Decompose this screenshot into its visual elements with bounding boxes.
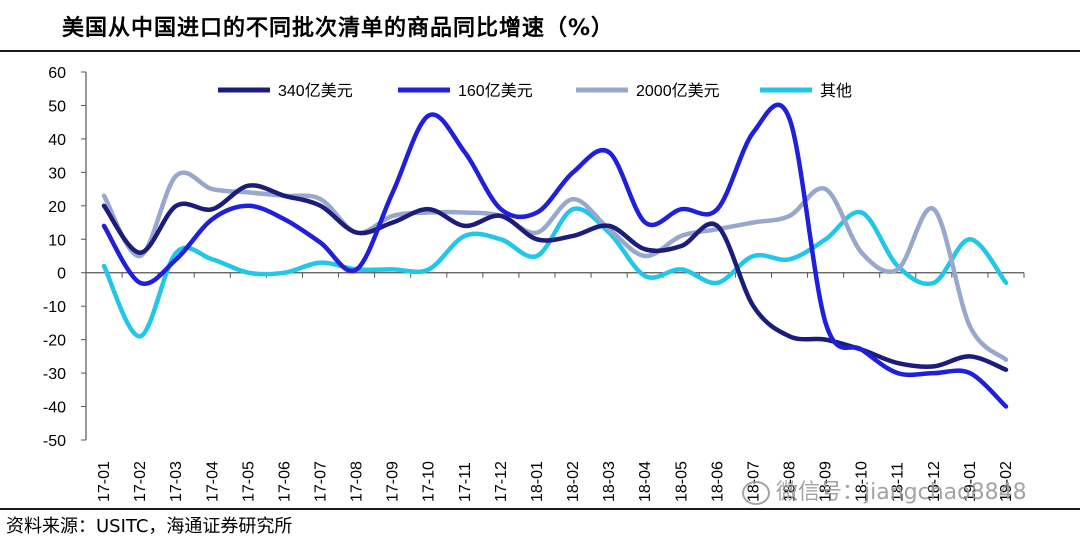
x-tick-label: 18-10 bbox=[854, 461, 871, 502]
x-tick-label: 18-11 bbox=[890, 462, 907, 502]
x-tick-label: 17-06 bbox=[276, 461, 293, 502]
y-tick-label: 40 bbox=[48, 132, 66, 149]
x-tick-label: 18-09 bbox=[818, 461, 835, 502]
legend-label: 其他 bbox=[820, 82, 852, 100]
x-tick-label: 17-11 bbox=[457, 462, 474, 502]
line-chart: -50 -40 -30 -20 -10 0 10 20 30 40 50 60 17-01 17-02 17… bbox=[43, 65, 1025, 502]
legend-label: 160亿美元 bbox=[458, 82, 533, 100]
x-tick-label: 17-05 bbox=[240, 461, 257, 502]
y-tick-label: -40 bbox=[43, 400, 66, 417]
y-tick-label: 60 bbox=[48, 65, 66, 82]
chart-title: 美国从中国进口的不同批次清单的商品同比增速（%） bbox=[62, 16, 615, 41]
x-tick-label: 18-04 bbox=[637, 461, 654, 502]
x-tick-label: 17-10 bbox=[421, 461, 438, 502]
y-tick-label: -30 bbox=[43, 366, 66, 383]
y-tick-label: 30 bbox=[48, 165, 66, 182]
x-tick-label: 17-12 bbox=[493, 461, 510, 502]
x-tick-label: 17-08 bbox=[349, 461, 366, 502]
chart-series bbox=[101, 102, 1009, 409]
wechat-icon bbox=[742, 481, 770, 505]
x-tick-label: 18-08 bbox=[782, 461, 799, 502]
y-tick-label: 0 bbox=[57, 266, 66, 283]
x-tick-label: 17-07 bbox=[313, 461, 330, 502]
y-tick-label: 50 bbox=[48, 98, 66, 115]
x-tick-label: 19-01 bbox=[962, 461, 979, 502]
x-tick-label: 17-04 bbox=[204, 461, 221, 502]
x-tick-label: 18-03 bbox=[601, 461, 618, 502]
x-tick-label: 18-06 bbox=[709, 461, 726, 502]
x-tick-label: 17-03 bbox=[168, 461, 185, 502]
x-tick-label: 17-09 bbox=[385, 461, 402, 502]
watermark-text: 微信号：jiangchao8848 bbox=[776, 480, 1027, 505]
series-line-3 bbox=[101, 170, 1009, 362]
x-tick-label: 18-02 bbox=[565, 461, 582, 502]
x-tick-label: 18-01 bbox=[529, 461, 546, 502]
x-tick-label: 19-02 bbox=[998, 461, 1015, 502]
watermark: 微信号：jiangchao8848 bbox=[742, 474, 1027, 506]
chart-legend: 340亿美元 160亿美元 2000亿美元 其他 bbox=[218, 82, 852, 100]
x-tick-label: 17-01 bbox=[96, 461, 113, 502]
y-tick-label: 10 bbox=[48, 232, 66, 249]
y-tick-label: -50 bbox=[43, 433, 66, 450]
y-tick-label: 20 bbox=[48, 199, 66, 216]
x-tick-label: 17-02 bbox=[132, 461, 149, 502]
legend-label: 2000亿美元 bbox=[636, 82, 720, 100]
source-note: 资料来源：USITC，海通证券研究所 bbox=[6, 516, 293, 537]
top-rule bbox=[0, 50, 1080, 52]
series-line-2 bbox=[101, 102, 1009, 409]
x-tick-label: 18-12 bbox=[926, 461, 943, 502]
x-tick-label: 18-05 bbox=[673, 461, 690, 502]
y-tick-label: -20 bbox=[43, 333, 66, 350]
chart-axes: -50 -40 -30 -20 -10 0 10 20 30 40 50 60 17-01 17-02 17… bbox=[43, 65, 1025, 502]
legend-label: 340亿美元 bbox=[278, 82, 353, 100]
bottom-rule bbox=[0, 508, 1080, 510]
y-tick-label: -10 bbox=[43, 299, 66, 316]
